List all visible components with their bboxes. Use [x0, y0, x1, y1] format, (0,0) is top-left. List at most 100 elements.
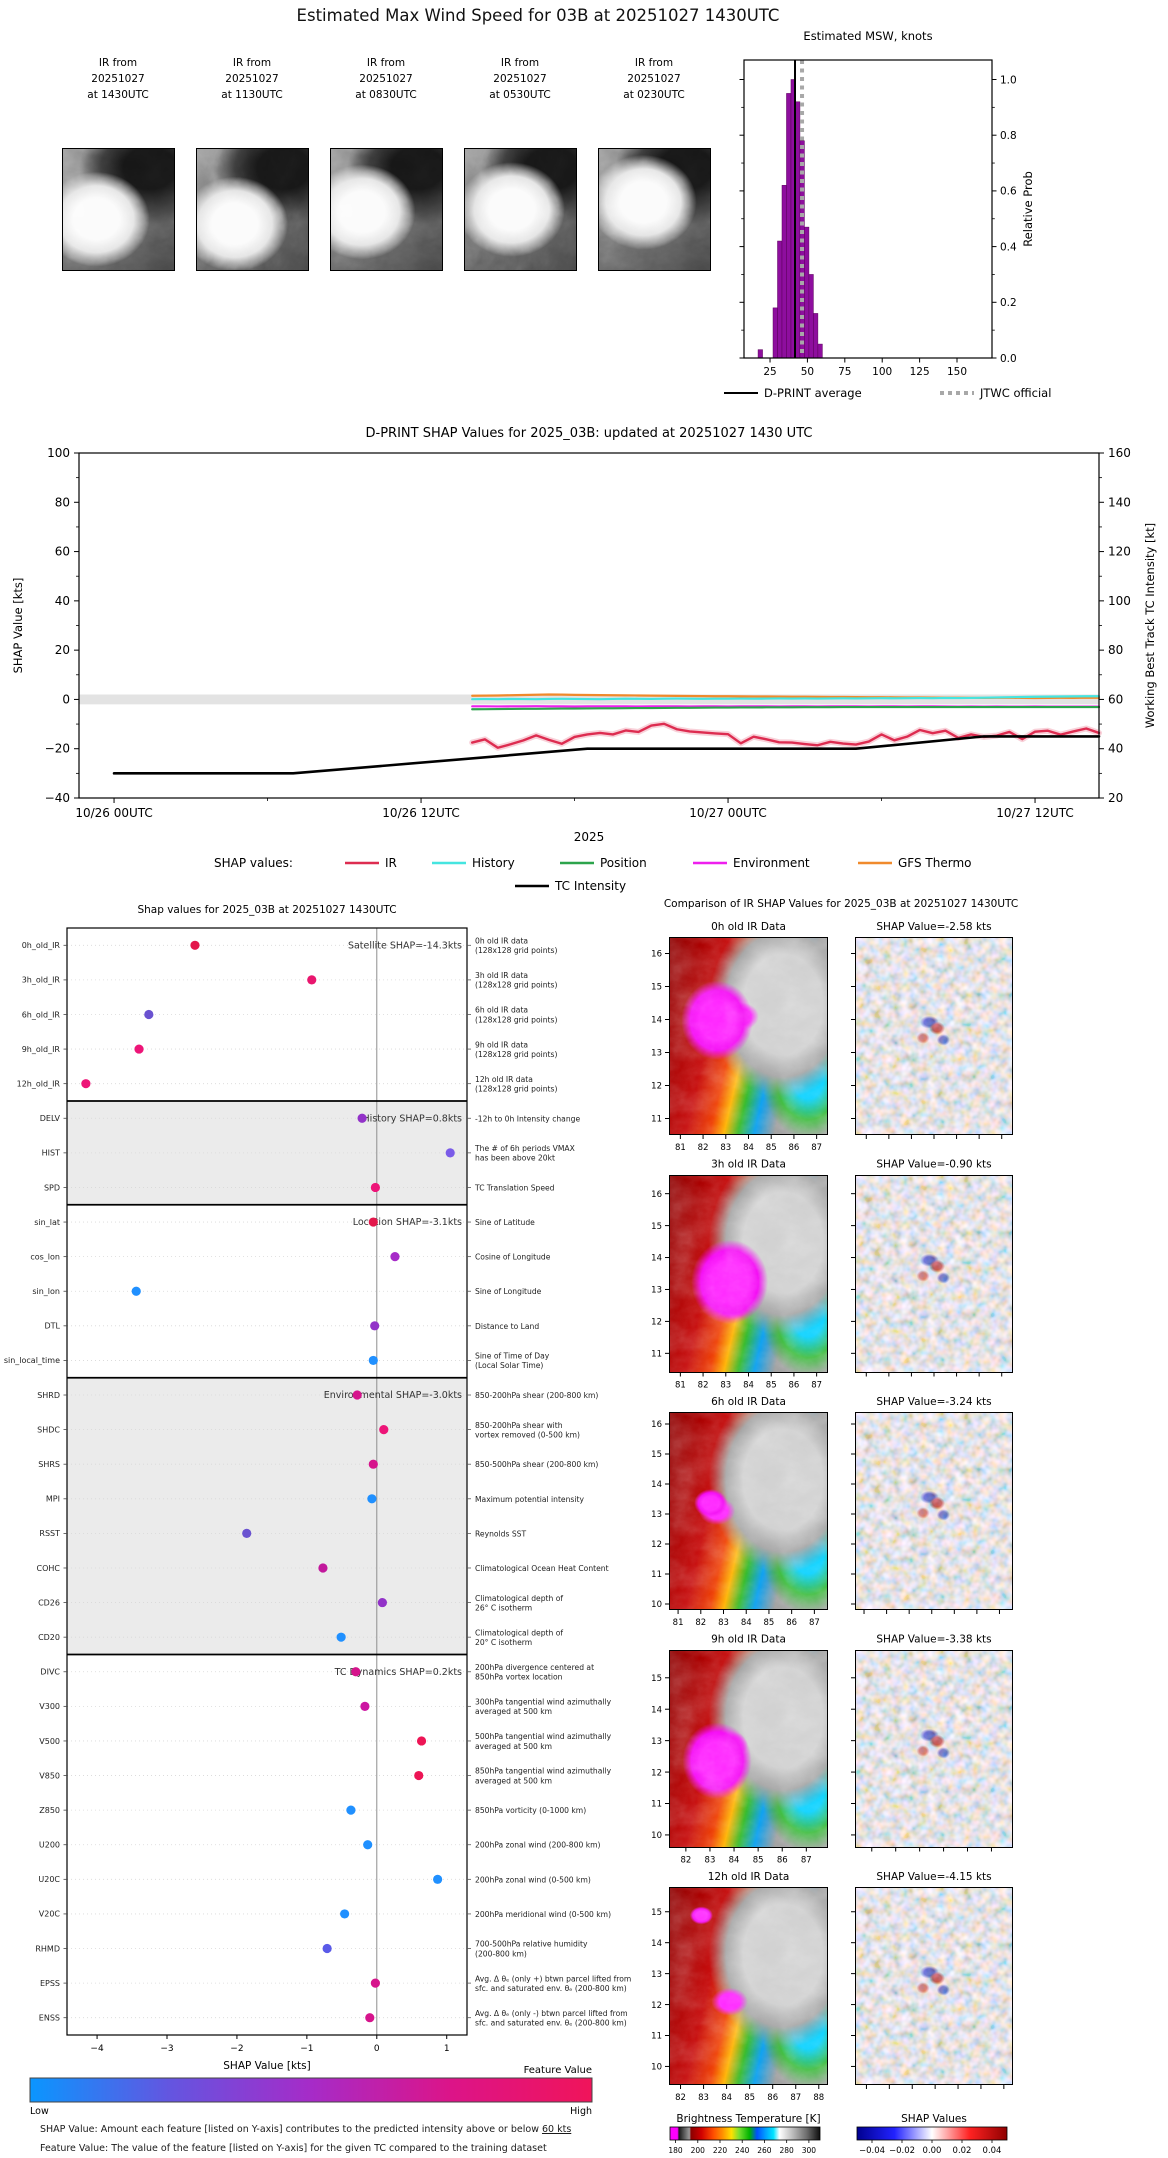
legend-series-position: Position [600, 856, 647, 870]
feature-desc: Climatological Ocean Heat Content [475, 1564, 609, 1573]
section-label: Environmental SHAP=-3.0kts [324, 1390, 462, 1401]
feature-label-9h_old_IR: 9h_old_IR [22, 1045, 61, 1054]
feature-desc: has been above 20kt [475, 1154, 555, 1163]
ir-map-ytick: 14 [651, 1480, 662, 1490]
ir-thumbnail-caption: at 1430UTC [87, 89, 148, 101]
ir-map-xtick: 82 [695, 1618, 706, 1628]
ir-map-image [669, 937, 828, 1135]
ir-thumbnail-caption: IR from [501, 57, 539, 69]
feature-desc: 6h old IR data [475, 1006, 528, 1015]
histogram-ytick: 1.0 [1000, 74, 1017, 86]
shap-map-image [855, 1649, 1013, 1848]
ir-map-image [669, 1649, 828, 1848]
feature-value-caption: Feature Value: The value of the feature … [40, 2143, 547, 2154]
shap-map-title: SHAP Value=-3.24 kts [876, 1396, 991, 1408]
feature-label-sin_lon: sin_lon [32, 1287, 60, 1296]
feature-value-low-label: Low [30, 2106, 49, 2117]
ir-map-ytick: 14 [651, 1939, 662, 1949]
ir-map-title: 3h old IR Data [711, 1159, 786, 1171]
ir-map-image [669, 1887, 828, 2085]
shap-map-title: SHAP Value=-4.15 kts [876, 1871, 991, 1883]
shap-map-image [855, 1887, 1013, 2085]
histogram-ylabel: Relative Prob [1021, 171, 1035, 247]
shap-dot-CD26 [377, 1597, 387, 1608]
ir-map-xtick: 86 [777, 1856, 788, 1866]
dotplot-xlabel: SHAP Value [kts] [223, 2060, 310, 2072]
ir-map-xtick: 85 [766, 1143, 777, 1153]
timeseries-ytick-left: 40 [55, 594, 70, 608]
feature-desc: Distance to Land [475, 1322, 539, 1331]
ir-map-ytick: 13 [651, 1286, 662, 1296]
ir-map-ytick: 15 [651, 1908, 662, 1918]
shap-map-title: SHAP Value=-2.58 kts [876, 921, 991, 933]
feature-desc: Reynolds SST [475, 1529, 527, 1538]
feature-desc: Maximum potential intensity [475, 1495, 584, 1504]
feature-desc: 700-500hPa relative humidity [475, 1940, 588, 1949]
feature-desc: Avg. Δ θₑ (only +) btwn parcel lifted fr… [475, 1974, 631, 1983]
shap-colorbar-label: SHAP Values [901, 2113, 967, 2125]
shap-map-image [855, 1412, 1013, 1610]
shap-dot-SPD [370, 1182, 380, 1193]
ir-map-ytick: 10 [651, 1600, 662, 1610]
histogram-legend: D-PRINT average JTWC official [724, 386, 1051, 400]
feature-label-V300: V300 [39, 1702, 60, 1711]
feature-desc: Climatological depth of [475, 1594, 563, 1603]
legend-title: SHAP values: [214, 856, 293, 870]
legend-series-history: History [472, 856, 515, 870]
dotplot-xtick: 1 [444, 2044, 450, 2054]
ir-thumbnail-caption: at 1130UTC [221, 89, 282, 101]
legend-series-ir: IR [385, 856, 397, 870]
feature-label-DIVC: DIVC [40, 1668, 60, 1677]
ir-map-ytick: 11 [651, 2032, 662, 2042]
feature-desc: Sine of Longitude [475, 1287, 542, 1296]
shap-dot-V300 [360, 1701, 370, 1711]
ir-map-xtick: 84 [743, 1381, 754, 1391]
ir-map-xtick: 83 [718, 1618, 729, 1628]
ir-map-xtick: 87 [811, 1143, 822, 1153]
page-title: Estimated Max Wind Speed for 03B at 2025… [296, 6, 780, 25]
feature-label-RSST: RSST [39, 1529, 60, 1538]
ir-map-xtick: 84 [743, 1143, 754, 1153]
ir-map-title: 9h old IR Data [711, 1634, 786, 1646]
shap-timeseries: D-PRINT SHAP Values for 2025_03B: update… [11, 426, 1157, 844]
feature-desc: sfc. and saturated env. θₑ (200-800 km) [475, 2019, 627, 2028]
ir-map-ytick: 10 [651, 2063, 662, 2073]
feature-value-colorbar-title: Feature Value [524, 2065, 592, 2076]
feature-desc: 26° C isotherm [475, 1603, 532, 1612]
timeseries-ytick-right: 100 [1108, 594, 1131, 608]
feature-desc: vortex removed (0-500 km) [475, 1430, 580, 1439]
feature-desc: 850hPa tangential wind azimuthally [475, 1767, 612, 1776]
feature-label-DTL: DTL [44, 1322, 60, 1331]
shap-dot-6h_old_IR [144, 1009, 154, 1020]
ir-map-xtick: 81 [675, 1143, 686, 1153]
dotplot-xtick: −3 [160, 2044, 173, 2054]
legend-dprint-average: D-PRINT average [764, 386, 862, 400]
feature-label-cos_lon: cos_lon [30, 1252, 60, 1261]
ir-thumbnail-image [330, 148, 443, 271]
ir-map-ytick: 12 [651, 1768, 662, 1778]
histogram-xtick: 75 [838, 366, 851, 378]
ir-thumbnail-caption: at 0230UTC [623, 89, 684, 101]
timeseries-ytick-left: 100 [47, 446, 70, 460]
shap-dot-sin_local_time [368, 1355, 378, 1366]
legend-jtwc-official: JTWC official [979, 386, 1051, 400]
shap-dot-DIVC [351, 1667, 361, 1677]
feature-label-Z850: Z850 [39, 1806, 60, 1815]
timeseries-ytick-right: 20 [1108, 791, 1123, 805]
shap-map-image [855, 937, 1013, 1135]
ir-thumbnail-caption: at 0830UTC [355, 89, 416, 101]
feature-desc: 0h old IR data [475, 936, 528, 945]
ir-map-xtick: 81 [675, 1381, 686, 1391]
feature-desc: 850-200hPa shear with [475, 1421, 563, 1430]
feature-desc: (128x128 grid points) [475, 981, 557, 990]
shap-dot-RHMD [322, 1943, 332, 1954]
feature-desc: -12h to 0h Intensity change [475, 1114, 580, 1123]
section-label: Satellite SHAP=-14.3kts [348, 940, 462, 951]
feature-label-SHRS: SHRS [38, 1460, 60, 1469]
shap-map-title: SHAP Value=-0.90 kts [876, 1159, 991, 1171]
timeseries-ytick-right: 40 [1108, 742, 1123, 756]
ir-thumbnail-caption: 20251027 [627, 73, 680, 85]
timeseries-ytick-right: 60 [1108, 692, 1123, 706]
ir-map-xtick: 85 [753, 1856, 764, 1866]
feature-label-6h_old_IR: 6h_old_IR [22, 1010, 61, 1019]
